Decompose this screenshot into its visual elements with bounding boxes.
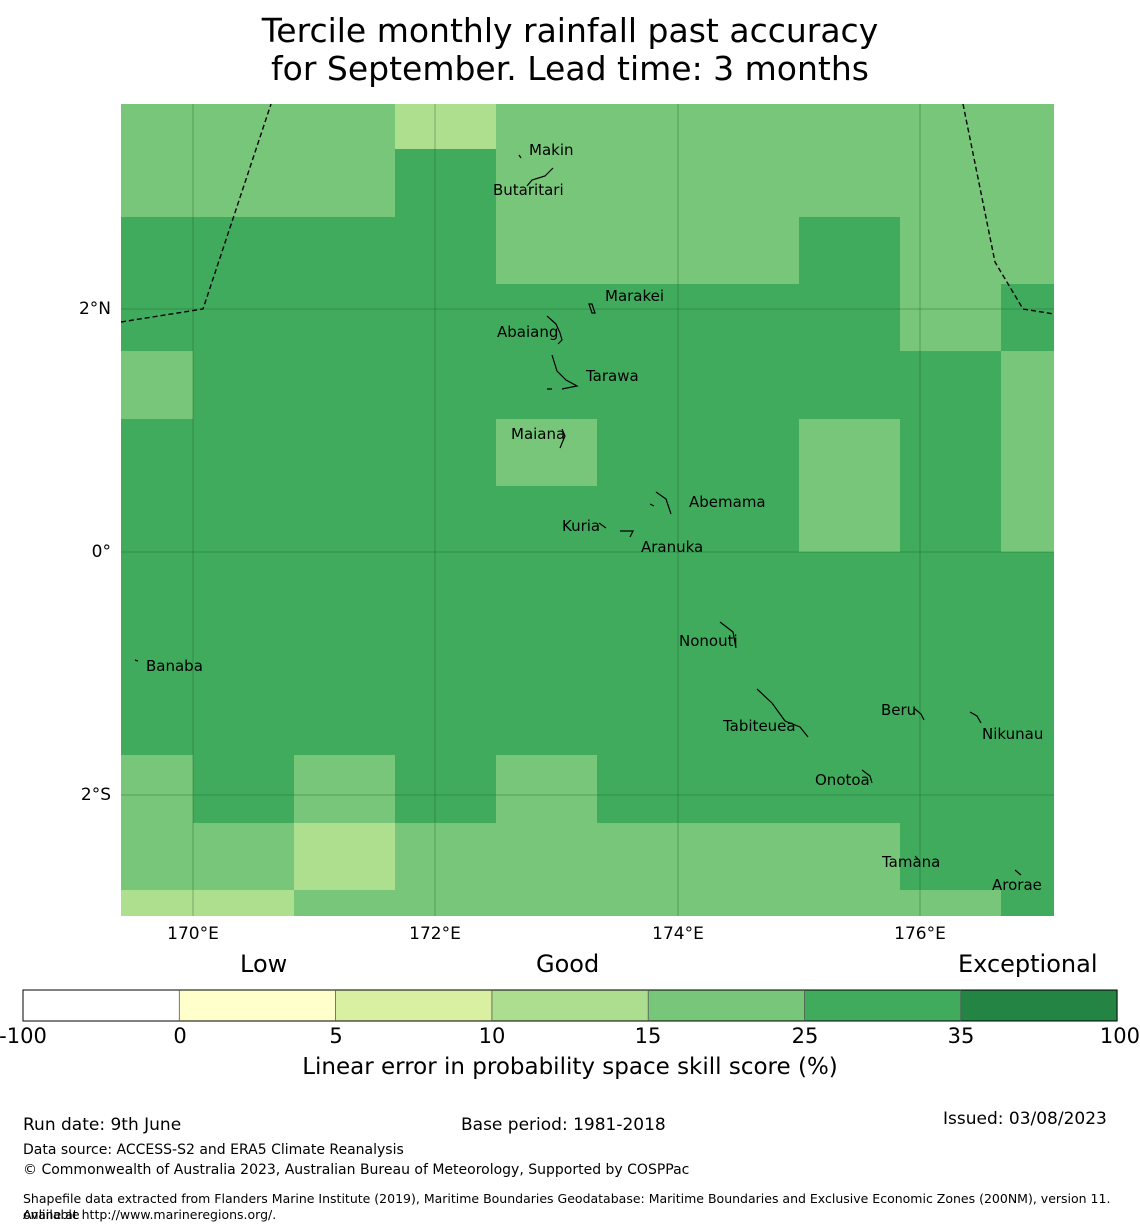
island-label-marakei: Marakei [605, 287, 664, 305]
eez-boundary-east [962, 103, 1055, 315]
skill-cell [496, 755, 597, 823]
island-outline-makin [518, 154, 522, 159]
skill-cell [294, 755, 395, 823]
colorbar-category-low: Low [240, 950, 288, 978]
lon-label-172e: 172°E [409, 924, 461, 944]
colorbar-tick: -100 [0, 1024, 47, 1048]
skill-cell [799, 419, 900, 552]
skill-cell [294, 890, 1001, 916]
island-outline-nonouti [719, 621, 737, 649]
colorbar-segment [23, 990, 180, 1021]
island-outline-butaritari [526, 167, 554, 187]
skill-cell [900, 217, 1054, 284]
colorbar-segment [648, 990, 805, 1021]
run-date: Run date: 9th June [23, 1115, 182, 1135]
base-period: Base period: 1981-2018 [461, 1115, 666, 1135]
island-label-banaba: Banaba [146, 657, 203, 675]
colorbar-tick: 10 [478, 1024, 506, 1048]
island-label-nonouti: Nonouti [679, 632, 738, 650]
skill-cell [294, 823, 395, 890]
island-outline-arorae [1014, 869, 1022, 876]
lat-label-2s: 2°S [80, 785, 111, 805]
colorbar-tick: 25 [791, 1024, 819, 1048]
colorbar-segment [491, 990, 649, 1021]
skill-cell [1001, 351, 1054, 552]
lon-label-176e: 176°E [894, 924, 946, 944]
island-label-tamana: Tamana [881, 853, 940, 871]
island-outline-beru [914, 708, 925, 721]
skill-cell [395, 104, 496, 149]
skill-cell [121, 890, 294, 916]
skill-cell [496, 419, 597, 486]
skill-cell [121, 755, 193, 890]
lon-label-170e: 170°E [167, 924, 219, 944]
island-outline-banaba [134, 659, 139, 662]
island-outline-tarawa [547, 354, 579, 390]
island-label-aranuka: Aranuka [641, 538, 703, 556]
colorbar-category-exceptional: Exceptional [958, 950, 1098, 978]
island-label-arorae: Arorae [992, 876, 1042, 894]
lon-label-174e: 174°E [652, 924, 704, 944]
island-outline-onotoa [861, 769, 873, 784]
skill-cell [193, 823, 294, 890]
colorbar-segment [179, 990, 336, 1021]
skill-cell [496, 217, 799, 284]
island-outline-tabiteuea [756, 688, 809, 738]
lat-label-equator: 0° [91, 542, 111, 562]
shapefile-credit-line-2: online at http://www.marineregions.org/. [23, 1207, 277, 1222]
colorbar-tick: 0 [173, 1024, 187, 1048]
colorbar-segment [335, 990, 492, 1021]
island-outline-abemama [649, 491, 672, 515]
colorbar-title: Linear error in probability space skill … [302, 1054, 838, 1080]
island-outline-kuria-aranuka [598, 522, 634, 538]
island-label-abaiang: Abaiang [497, 323, 558, 341]
colorbar-category-good: Good [536, 950, 600, 978]
island-label-onotoa: Onotoa [815, 771, 870, 789]
island-label-makin: Makin [529, 141, 574, 159]
island-label-beru: Beru [881, 701, 916, 719]
data-source: Data source: ACCESS-S2 and ERA5 Climate … [23, 1142, 404, 1158]
island-label-kuria: Kuria [562, 517, 600, 535]
island-labels: Makin Butaritari Marakei Abaiang Tarawa … [146, 141, 1043, 894]
island-label-butaritari: Butaritari [493, 181, 564, 199]
chart-title-line-1: Tercile monthly rainfall past accuracy [261, 11, 879, 50]
colorbar-frame [22, 989, 1118, 1022]
chart-title-line-2: for September. Lead time: 3 months [271, 49, 869, 88]
island-label-tabiteuea: Tabiteuea [722, 717, 796, 735]
island-outline-nikunau [969, 711, 982, 724]
island-outlines [134, 154, 1022, 876]
skill-cell [121, 104, 395, 217]
skill-cell [121, 351, 193, 419]
colorbar-segment [804, 990, 961, 1021]
lat-label-2n: 2°N [78, 299, 111, 319]
island-outline-maiana [559, 428, 566, 449]
colorbar-segment [960, 990, 1118, 1021]
colorbar-tick: 15 [634, 1024, 662, 1048]
skill-cell [496, 104, 1054, 217]
eez-boundary-west [120, 103, 272, 323]
island-outline-marakei [588, 303, 596, 314]
island-label-abemama: Abemama [689, 493, 766, 511]
island-label-tarawa: Tarawa [585, 367, 639, 385]
colorbar [22, 989, 1118, 1022]
map-gridlines [121, 104, 1054, 916]
copyright: © Commonwealth of Australia 2023, Austra… [23, 1162, 690, 1178]
island-label-nikunau: Nikunau [982, 725, 1043, 743]
island-outline-tamana [914, 855, 920, 861]
colorbar-tick: 35 [947, 1024, 975, 1048]
colorbar-tick: 5 [329, 1024, 343, 1048]
island-label-maiana: Maiana [511, 425, 565, 443]
colorbar-tick: 100 [1099, 1024, 1140, 1048]
island-outline-abaiang [546, 315, 563, 345]
skill-cell [900, 284, 1001, 351]
shapefile-credit-line-1: Shapefile data extracted from Flanders M… [23, 1191, 1111, 1222]
skill-grid [121, 104, 1054, 916]
eez-boundaries [120, 103, 1055, 323]
issued-date: Issued: 03/08/2023 [943, 1109, 1107, 1129]
